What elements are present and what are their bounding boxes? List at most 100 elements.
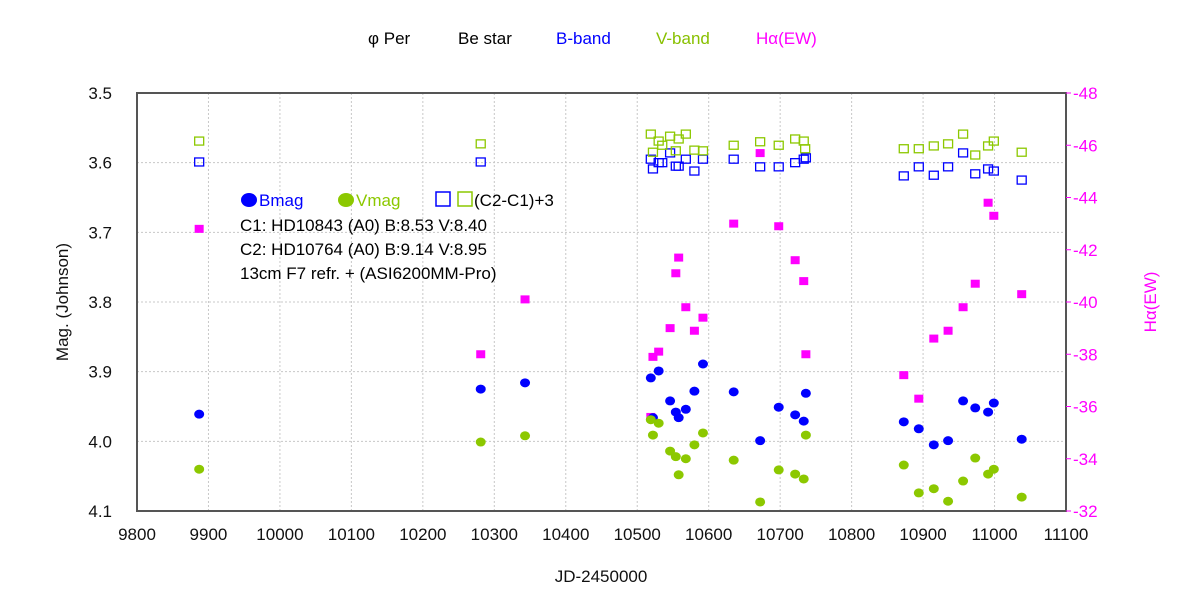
y2-tick-label: -34 [1073,450,1098,469]
data-point [983,198,993,207]
data-point [943,496,954,506]
data-point [898,144,909,154]
data-point [645,129,656,139]
y-tick-label: 4.0 [88,432,112,451]
data-point [729,219,739,228]
data-point [657,158,668,168]
y2-tick-label: -38 [1073,345,1098,364]
data-point [898,460,909,470]
data-point [1016,434,1027,444]
data-point [647,430,658,440]
data-point [728,387,739,397]
data-point [790,256,800,265]
y2-tick-label: -32 [1073,502,1098,521]
data-point [475,139,486,149]
x-tick-label: 10700 [757,525,804,544]
x-tick-label: 11100 [1044,525,1089,544]
data-point [1016,147,1027,157]
data-point [800,144,811,154]
data-point [798,416,809,426]
data-point [773,402,784,412]
data-point [728,455,739,465]
data-point [913,162,924,172]
data-point [653,366,664,376]
x-axis-label: JD-2450000 [555,567,648,586]
data-point [673,413,684,423]
series--c2-c1-3-b [194,148,1027,185]
data-point [913,144,924,154]
data-point [800,388,811,398]
data-point [970,403,981,413]
data-point [773,465,784,475]
y-axis-label: Mag. (Johnson) [53,243,72,361]
header-star-type: Be star [458,29,512,48]
data-point [928,170,939,180]
data-point [983,407,994,417]
data-point [476,350,486,359]
header-legend: φ Per Be star B-band V-band Hα(EW) [368,29,817,48]
data-point [982,164,994,174]
data-point [914,394,924,403]
y2-tick-label: -46 [1073,136,1098,155]
header-halpha: Hα(EW) [756,29,817,48]
data-point [913,424,924,434]
y-tick-label: 3.5 [88,84,112,103]
header-b-band: B-band [556,29,611,48]
legend-comp: (C2-C1)+3 [474,191,554,210]
series-h-ew- [194,149,1027,421]
data-point [755,436,766,446]
data-point [989,211,999,220]
data-point [790,469,801,479]
data-point [665,324,675,333]
data-point [773,140,784,150]
legend-line-c1: C1: HD10843 (A0) B:8.53 V:8.40 [240,216,487,235]
data-point [689,440,700,450]
legend-comp-v-marker [457,191,473,207]
data-point [665,396,676,406]
data-point [899,371,909,380]
data-point [654,347,664,356]
data-point [648,352,658,361]
data-point [943,326,953,335]
data-point [657,140,668,150]
data-point [475,157,486,167]
x-tick-label: 10400 [542,525,589,544]
data-point [728,154,739,164]
data-point [942,162,954,172]
data-point [647,164,659,174]
data-point [928,141,939,151]
inner-legend: Bmag Vmag (C2-C1)+3 C1: HD10843 (A0) B:8… [240,191,554,283]
data-point [194,409,205,419]
data-point [982,141,994,151]
data-point [653,418,664,428]
data-point [988,166,999,176]
x-tick-label: 9900 [190,525,228,544]
x-tick-label: 10100 [328,525,375,544]
data-point [475,437,486,447]
x-tick-label: 10200 [399,525,446,544]
data-point [942,139,954,149]
legend-vmag-marker [338,193,354,207]
data-point [689,386,700,396]
data-point [790,410,801,420]
data-point [755,149,765,158]
data-point [800,153,812,163]
x-tick-label: 10900 [899,525,946,544]
x-tick-label: 11000 [972,525,1018,544]
data-point [697,428,708,438]
data-point [697,146,709,156]
legend-bmag-marker [241,193,257,207]
data-point [681,303,691,312]
y-tick-label: 3.8 [88,293,112,312]
data-point [673,161,684,171]
data-point [194,157,205,167]
y-tick-label: 3.7 [88,223,112,242]
data-point [773,162,784,172]
data-point [799,277,809,286]
data-point [194,464,205,474]
x-tick-label: 9800 [118,525,156,544]
data-point [928,440,939,450]
x-tick-label: 10000 [256,525,303,544]
legend-bmag: Bmag [259,191,303,210]
